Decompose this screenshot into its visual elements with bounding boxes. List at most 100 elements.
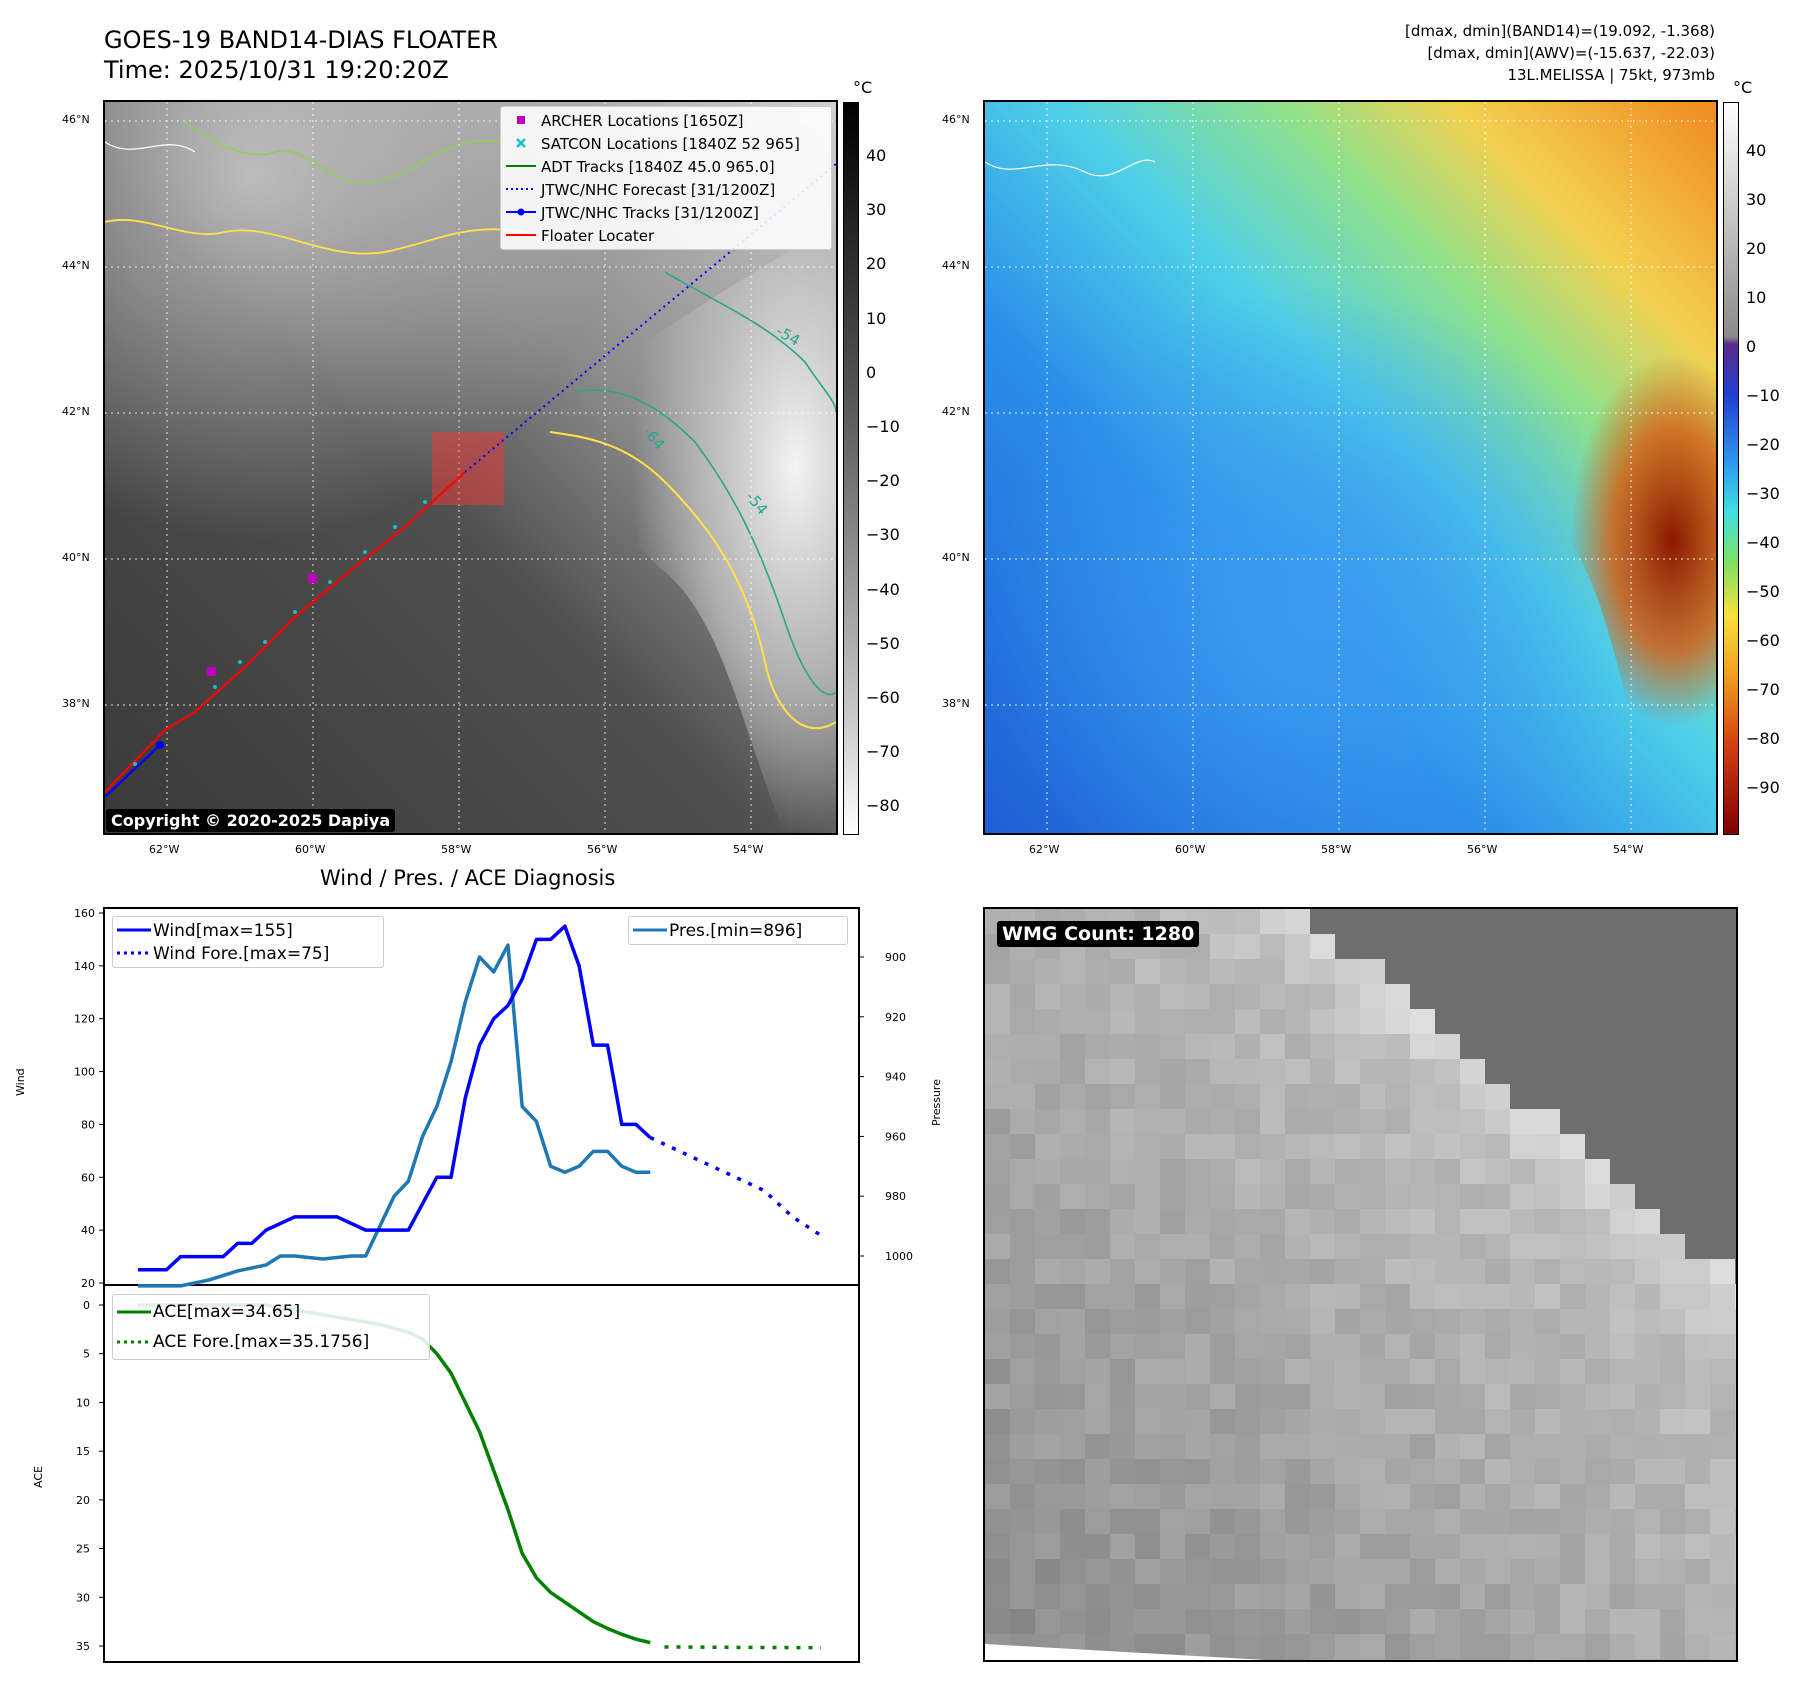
wmg-pixel: [1435, 1284, 1460, 1309]
wmg-pixel: [1660, 1434, 1685, 1459]
wmg-pixel: [1310, 1309, 1335, 1334]
wmg-pixel: [1360, 1009, 1385, 1034]
wmg-pixel: [1685, 1159, 1710, 1184]
wmg-pixel: [1360, 1459, 1385, 1484]
wmg-pixel: [1385, 1534, 1410, 1559]
wmg-pixel: [1585, 1034, 1610, 1059]
wmg-pixel: [1260, 1634, 1285, 1659]
wmg-image: [985, 909, 1736, 1660]
wmg-pixel: [1185, 1009, 1210, 1034]
wmg-pixel: [1060, 1159, 1085, 1184]
wmg-pixel: [1310, 1359, 1335, 1384]
wmg-pixel: [1585, 909, 1610, 934]
wmg-pixel: [1460, 1059, 1485, 1084]
wmg-pixel: [1260, 1134, 1285, 1159]
wmg-pixel: [1135, 1334, 1160, 1359]
wmg-pixel: [1085, 1509, 1110, 1534]
wmg-pixel: [1460, 1134, 1485, 1159]
forecast-track: [464, 163, 836, 473]
wmg-pixel: [1310, 1409, 1335, 1434]
wmg-pixel: [1185, 1334, 1210, 1359]
wmg-pixel: [1310, 909, 1335, 934]
wmg-pixel: [1060, 1609, 1085, 1634]
wmg-pixel: [1485, 1634, 1510, 1659]
wmg-pixel: [1460, 1634, 1485, 1659]
wmg-pixel: [985, 1584, 1010, 1609]
wmg-pixel: [1385, 909, 1410, 934]
wmg-pixel: [1710, 1659, 1735, 1660]
wmg-pixel: [1360, 1259, 1385, 1284]
wmg-pixel: [1635, 1059, 1660, 1084]
floater-locater-box: [432, 432, 504, 505]
wmg-pixel: [1385, 1459, 1410, 1484]
wmg-pixel: [1235, 1134, 1260, 1159]
wmg-pixel: [1660, 1059, 1685, 1084]
ace-forecast-line: [664, 1645, 822, 1650]
ace-tick-label: 20: [76, 1494, 90, 1507]
wmg-pixel: [1385, 1484, 1410, 1509]
wmg-pixel: [1235, 1259, 1260, 1284]
wmg-pixel: [1360, 1359, 1385, 1384]
wmg-pixel: [1285, 1509, 1310, 1534]
wmg-pixel: [1585, 1009, 1610, 1034]
wmg-pixel: [1610, 1009, 1635, 1034]
wmg-pixel: [1560, 1009, 1585, 1034]
wmg-pixel: [1685, 1209, 1710, 1234]
wmg-pixel: [1335, 1584, 1360, 1609]
wmg-pixel: [1685, 1009, 1710, 1034]
wmg-pixel: [1260, 1109, 1285, 1134]
wmg-pixel: [1235, 1309, 1260, 1334]
wmg-pixel: [1510, 1334, 1535, 1359]
wmg-pixel: [1060, 1059, 1085, 1084]
wmg-pixel: [1660, 1334, 1685, 1359]
wmg-pixel: [1685, 959, 1710, 984]
wmg-pixel: [1160, 1209, 1185, 1234]
wmg-pixel: [1560, 1409, 1585, 1434]
wmg-pixel: [1135, 1159, 1160, 1184]
wmg-pixel: [1635, 1434, 1660, 1459]
wmg-pixel: [1460, 1609, 1485, 1634]
wmg-pixel: [1385, 1259, 1410, 1284]
wmg-pixel: [1685, 909, 1710, 934]
wmg-pixel: [1185, 1034, 1210, 1059]
wmg-pixel: [1385, 1134, 1410, 1159]
wmg-pixel: [1010, 1534, 1035, 1559]
wmg-pixel: [1235, 909, 1260, 934]
wmg-pixel: [1010, 1584, 1035, 1609]
wmg-pixel: [1185, 1259, 1210, 1284]
wmg-pixel: [1210, 909, 1235, 934]
wmg-pixel: [1360, 1159, 1385, 1184]
wmg-pixel: [1035, 1559, 1060, 1584]
wmg-pixel: [1510, 959, 1535, 984]
wmg-pixel: [1610, 1284, 1635, 1309]
wmg-pixel: [1260, 984, 1285, 1009]
wmg-pixel: [1560, 1109, 1585, 1134]
wmg-pixel: [1435, 1309, 1460, 1334]
wmg-pixel: [1660, 1634, 1685, 1659]
wmg-pixel: [1235, 1234, 1260, 1259]
wmg-pixel: [1460, 1309, 1485, 1334]
wmg-pixel: [1035, 1459, 1060, 1484]
wmg-pixel: [1735, 1534, 1736, 1559]
wmg-pixel: [1135, 1284, 1160, 1309]
wmg-pixel: [1410, 1084, 1435, 1109]
wmg-pixel: [1160, 1134, 1185, 1159]
wmg-pixel: [1510, 1009, 1535, 1034]
wmg-pixel: [1410, 1434, 1435, 1459]
wmg-pixel: [1110, 984, 1135, 1009]
wmg-pixel: [1460, 1234, 1485, 1259]
wmg-pixel: [1210, 1584, 1235, 1609]
wmg-pixel: [1610, 1484, 1635, 1509]
wmg-pixel: [1710, 1134, 1735, 1159]
wmg-pixel: [1085, 1009, 1110, 1034]
wmg-pixel: [1360, 1659, 1385, 1660]
wmg-pixel: [1685, 1259, 1710, 1284]
wmg-pixel: [1560, 934, 1585, 959]
wmg-pixel: [1485, 1384, 1510, 1409]
wmg-pixel: [1235, 1184, 1260, 1209]
wmg-pixel: [1485, 1284, 1510, 1309]
wmg-pixel: [1685, 1484, 1710, 1509]
legend-item-adt: ADT Tracks [1840Z 45.0 965.0]: [501, 155, 831, 178]
wmg-pixel: [1360, 934, 1385, 959]
wmg-pixel: [1685, 1584, 1710, 1609]
